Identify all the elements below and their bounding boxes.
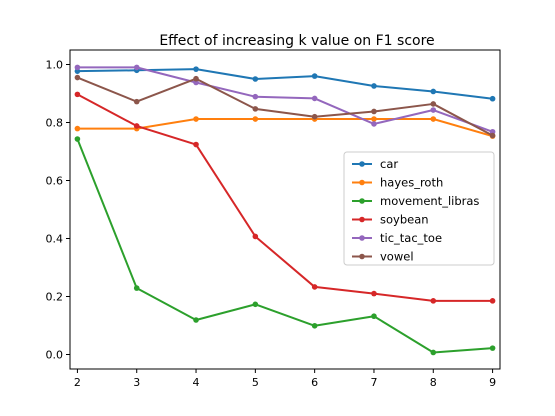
legend-marker-tic_tac_toe: [359, 235, 365, 241]
data-point-vowel-8: [430, 101, 437, 107]
plot-area: [74, 64, 496, 356]
data-point-soybean-4: [193, 141, 199, 148]
data-point-vowel-4: [193, 75, 199, 82]
axes-frame: [69, 49, 501, 370]
legend-label-hayes_roth: hayes_roth: [380, 176, 443, 190]
data-point-tic_tac_toe-2: [74, 64, 81, 71]
data-point-car-6: [311, 73, 318, 79]
data-point-vowel-9: [489, 132, 496, 139]
legend-label-tic_tac_toe: tic_tac_toe: [380, 231, 442, 245]
chart-title: Effect of increasing k value on F1 score: [159, 33, 434, 49]
y-tick-label-0.8: 0.8: [46, 117, 64, 130]
data-point-movement_libras-3: [133, 285, 140, 291]
x-tick-label-4: 4: [193, 376, 200, 389]
y-tick-label-0.6: 0.6: [46, 175, 64, 188]
legend-marker-vowel: [359, 253, 365, 260]
data-point-hayes_roth-8: [430, 116, 437, 122]
data-point-hayes_roth-7: [371, 116, 377, 122]
legend-label-movement_libras: movement_libras: [380, 194, 479, 208]
x-tick-label-2: 2: [74, 376, 81, 389]
series-line-vowel: [76, 76, 494, 137]
data-point-car-4: [193, 66, 199, 72]
data-point-soybean-6: [311, 284, 318, 290]
data-point-movement_libras-4: [193, 317, 199, 323]
data-point-movement_libras-7: [371, 313, 377, 320]
series-line-soybean: [76, 93, 494, 302]
x-tick-label-6: 6: [311, 376, 318, 389]
y-tick-label-0.4: 0.4: [46, 233, 64, 246]
data-point-vowel-7: [371, 108, 377, 115]
legend-label-vowel: vowel: [380, 250, 414, 264]
y-tick-label-0: 0.0: [46, 349, 64, 362]
x-tick-label-8: 8: [430, 376, 437, 389]
y-tick-label-1: 1.0: [46, 59, 64, 72]
data-point-soybean-5: [252, 233, 259, 240]
data-point-movement_libras-5: [252, 301, 259, 308]
legend-marker-car: [359, 161, 365, 167]
legend-marker-soybean: [359, 216, 365, 223]
data-point-tic_tac_toe-3: [133, 64, 140, 71]
data-point-tic_tac_toe-5: [252, 93, 259, 100]
data-point-car-5: [252, 76, 259, 82]
axes: 2 3 4 5 6 7 8 9 0.0 0.2 0.4 0.6 0.8 1.0: [46, 49, 501, 389]
data-point-vowel-5: [252, 106, 259, 112]
y-tick-label-0.2: 0.2: [46, 291, 64, 304]
data-point-soybean-8: [430, 298, 437, 304]
series-line-hayes_roth: [76, 118, 494, 138]
x-tick-label-3: 3: [133, 376, 140, 389]
data-point-vowel-6: [311, 113, 318, 120]
legend-box: [343, 151, 495, 266]
series-line-tic_tac_toe: [76, 66, 494, 133]
data-point-hayes_roth-4: [193, 116, 199, 122]
x-tick-label-5: 5: [252, 376, 259, 389]
data-point-soybean-9: [489, 298, 496, 304]
data-point-movement_libras-6: [311, 322, 318, 329]
data-point-vowel-3: [133, 98, 140, 105]
data-point-soybean-7: [371, 290, 377, 297]
data-point-tic_tac_toe-7: [371, 121, 377, 127]
legend-label-car: car: [380, 157, 398, 171]
data-point-tic_tac_toe-6: [311, 95, 318, 102]
data-point-movement_libras-9: [489, 345, 496, 351]
data-point-vowel-2: [74, 74, 81, 81]
data-point-hayes_roth-2: [74, 125, 81, 132]
data-point-soybean-2: [74, 91, 81, 98]
data-point-movement_libras-8: [430, 349, 437, 356]
data-point-hayes_roth-5: [252, 116, 259, 122]
data-point-movement_libras-2: [74, 136, 81, 142]
series-line-movement_libras: [76, 138, 494, 354]
legend-label-soybean: soybean: [380, 213, 429, 227]
data-point-tic_tac_toe-8: [430, 107, 437, 113]
x-tick-label-7: 7: [370, 376, 377, 389]
legend-marker-movement_libras: [359, 198, 365, 204]
data-point-car-8: [430, 88, 437, 95]
data-point-soybean-3: [133, 123, 140, 129]
data-point-car-7: [371, 83, 377, 89]
data-point-car-9: [489, 95, 496, 102]
x-tick-label-9: 9: [489, 376, 496, 389]
legend-marker-hayes_roth: [359, 179, 365, 186]
